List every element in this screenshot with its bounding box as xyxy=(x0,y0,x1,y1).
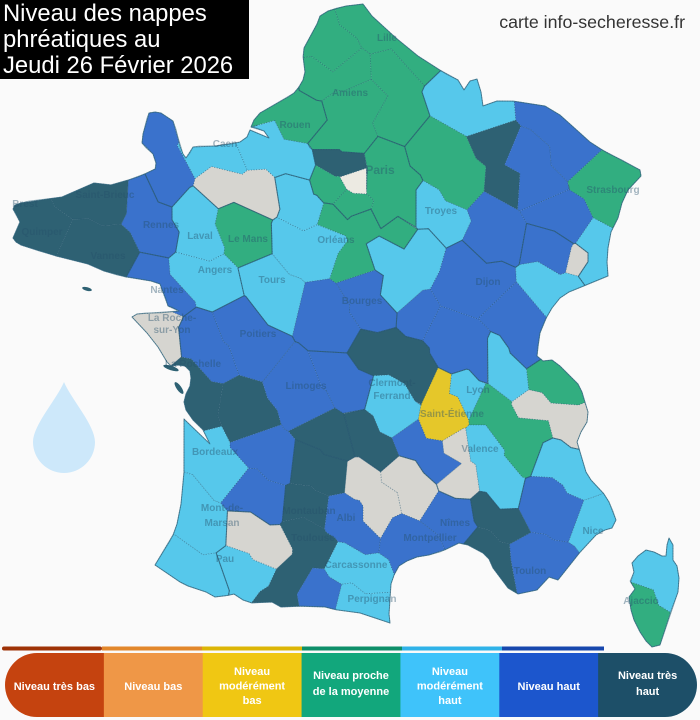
svg-text:Troyes: Troyes xyxy=(425,206,458,217)
svg-text:sur-Yon: sur-Yon xyxy=(153,325,190,336)
svg-text:Angers: Angers xyxy=(198,265,233,276)
svg-text:Rennes: Rennes xyxy=(143,220,180,231)
svg-text:Limoges: Limoges xyxy=(285,381,327,392)
svg-text:Saint-Brieuc: Saint-Brieuc xyxy=(76,190,135,201)
svg-text:Saint-Étienne: Saint-Étienne xyxy=(420,407,484,420)
svg-text:modérément: modérément xyxy=(219,681,285,693)
svg-text:Ferrand: Ferrand xyxy=(373,391,410,402)
svg-text:Carcassonne: Carcassonne xyxy=(325,560,388,571)
svg-text:Pau: Pau xyxy=(216,554,234,565)
svg-text:Rouen: Rouen xyxy=(279,120,310,131)
svg-text:Brest: Brest xyxy=(12,199,38,210)
svg-text:Dijon: Dijon xyxy=(476,277,501,288)
svg-text:Ajaccio: Ajaccio xyxy=(623,596,659,607)
svg-text:Albi: Albi xyxy=(337,513,356,524)
svg-text:Niveau: Niveau xyxy=(432,666,468,678)
svg-text:Niveau bas: Niveau bas xyxy=(124,681,182,693)
svg-text:Valence: Valence xyxy=(461,444,499,455)
svg-text:Clermont-: Clermont- xyxy=(368,378,415,389)
svg-text:de la moyenne: de la moyenne xyxy=(313,686,389,698)
svg-text:carte info-secheresse.fr: carte info-secheresse.fr xyxy=(499,12,685,32)
svg-text:Bordeaux: Bordeaux xyxy=(192,447,239,458)
svg-text:Orléans: Orléans xyxy=(317,235,355,246)
svg-text:Niveau haut: Niveau haut xyxy=(518,681,581,693)
svg-text:bas: bas xyxy=(243,695,262,707)
svg-text:Niveau très bas: Niveau très bas xyxy=(14,681,95,693)
svg-text:Caen: Caen xyxy=(213,139,237,150)
svg-text:Vannes: Vannes xyxy=(90,251,125,262)
svg-text:La Roche-: La Roche- xyxy=(148,313,196,324)
svg-text:Bourges: Bourges xyxy=(342,296,383,307)
svg-text:Nice: Nice xyxy=(582,526,604,537)
svg-text:La Rochelle: La Rochelle xyxy=(165,359,222,370)
svg-text:Niveau proche: Niveau proche xyxy=(313,670,389,682)
svg-text:Niveau très: Niveau très xyxy=(618,670,677,682)
svg-text:Paris: Paris xyxy=(365,163,395,177)
svg-text:Niveau des nappes: Niveau des nappes xyxy=(3,0,207,27)
svg-text:Nantes: Nantes xyxy=(150,285,184,296)
svg-text:Laval: Laval xyxy=(187,231,213,242)
svg-text:modérément: modérément xyxy=(417,681,483,693)
svg-text:Poitiers: Poitiers xyxy=(240,329,277,340)
svg-text:Mont-de-: Mont-de- xyxy=(201,503,243,514)
svg-text:Marsan: Marsan xyxy=(204,518,239,529)
svg-text:haut: haut xyxy=(438,695,462,707)
svg-text:phréatiques au: phréatiques au xyxy=(3,26,160,53)
svg-text:Niveau: Niveau xyxy=(234,666,270,678)
svg-text:Jeudi 26 Février 2026: Jeudi 26 Février 2026 xyxy=(3,52,233,79)
svg-text:Perpignan: Perpignan xyxy=(348,594,397,605)
svg-text:Nîmes: Nîmes xyxy=(440,518,470,529)
svg-text:haut: haut xyxy=(636,686,660,698)
svg-text:Toulouse: Toulouse xyxy=(291,533,335,544)
svg-text:Strasbourg: Strasbourg xyxy=(586,185,639,196)
svg-text:Lille: Lille xyxy=(377,33,397,44)
svg-text:Le Mans: Le Mans xyxy=(228,234,268,245)
svg-text:Tours: Tours xyxy=(258,275,285,286)
svg-text:Lyon: Lyon xyxy=(466,385,490,396)
svg-text:Amiens: Amiens xyxy=(332,88,369,99)
svg-text:Montauban: Montauban xyxy=(282,506,335,517)
svg-text:Quimper: Quimper xyxy=(21,227,62,238)
svg-text:Montpellier: Montpellier xyxy=(403,533,456,544)
svg-text:Toulon: Toulon xyxy=(514,566,547,577)
